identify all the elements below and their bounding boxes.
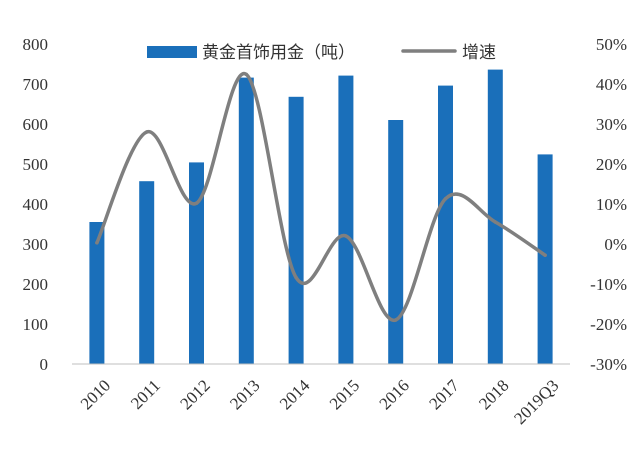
bar — [537, 154, 553, 364]
x-axis: 2010 2011 2012 2013 2014 2015 2016 2017 20182019… — [77, 376, 563, 429]
x-tick-label: 2012 — [176, 376, 213, 413]
left-tick-label: 200 — [23, 275, 49, 294]
growth-point — [393, 318, 398, 322]
left-tick-label: 300 — [23, 235, 49, 254]
bar — [288, 96, 304, 365]
growth-point — [294, 275, 298, 280]
growth-point — [95, 241, 99, 245]
line-series — [95, 72, 547, 322]
right-tick-label: -10% — [590, 275, 627, 294]
left-tick-label: 100 — [23, 315, 49, 334]
bar — [487, 69, 503, 364]
growth-point — [144, 130, 149, 134]
left-tick-label: 0 — [40, 355, 49, 374]
x-tick-label: 2019Q3 — [510, 376, 562, 428]
x-tick-label: 2013 — [226, 376, 263, 413]
growth-point — [493, 220, 498, 224]
left-tick-label: 800 — [23, 35, 49, 54]
right-tick-label: 50% — [596, 35, 627, 54]
x-tick-label: 2014 — [276, 376, 314, 414]
right-tick-label: -20% — [590, 315, 627, 334]
bar — [438, 85, 453, 364]
left-tick-label: 500 — [23, 155, 49, 174]
right-tick-label: 30% — [596, 115, 627, 134]
x-tick-label: 2010 — [77, 376, 114, 413]
bar — [139, 181, 155, 364]
left-tick-label: 700 — [23, 75, 49, 94]
x-tick-label: 2016 — [376, 376, 413, 413]
right-tick-label: 0% — [604, 235, 627, 254]
legend-bar-label: 黄金首饰用金（吨） — [202, 43, 355, 63]
bar — [89, 222, 105, 364]
bar — [388, 120, 404, 364]
legend-line-label: 增速 — [462, 43, 496, 63]
bar-series — [89, 69, 553, 365]
legend: 黄金首饰用金（吨） 增速 — [147, 43, 496, 63]
bar — [189, 162, 204, 364]
x-tick-label: 2018 — [475, 376, 512, 413]
growth-point — [344, 234, 348, 238]
growth-point — [194, 201, 199, 205]
legend-bar-swatch — [147, 46, 197, 58]
x-tick-label: 2015 — [326, 376, 363, 413]
right-tick-label: 20% — [596, 155, 627, 174]
right-tick-label: -30% — [590, 355, 627, 374]
growth-point — [244, 72, 249, 77]
left-axis: 0 100 200 300 400 500 600 700 800 — [23, 35, 49, 374]
x-tick-label: 2017 — [425, 376, 463, 414]
bar — [338, 75, 354, 364]
right-axis: -30% -20% -10% 0% 10% 20% 30% 40% 50% — [590, 35, 627, 374]
growth-point — [443, 197, 448, 201]
growth-line — [95, 72, 547, 322]
left-tick-label: 400 — [23, 195, 49, 214]
left-tick-label: 600 — [23, 115, 49, 134]
bar — [238, 77, 254, 364]
right-tick-label: 40% — [596, 75, 627, 94]
growth-point — [543, 253, 547, 257]
right-tick-label: 10% — [596, 195, 627, 214]
x-tick-label: 2011 — [127, 376, 164, 413]
